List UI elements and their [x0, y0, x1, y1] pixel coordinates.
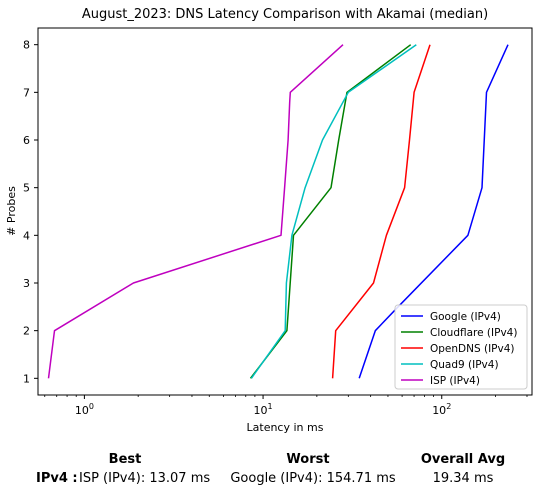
legend-label: ISP (IPv4) [430, 375, 480, 387]
x-tick-base: 10 [432, 404, 446, 417]
legend-box [394, 304, 528, 390]
x-tick-base: 10 [75, 404, 89, 417]
avg-value: 19.34 ms [432, 471, 494, 486]
best-header: Best [108, 452, 142, 467]
series-line-google-ipv4 [358, 44, 509, 379]
y-tick-label: 5 [23, 182, 30, 195]
chart-title: August_2023: DNS Latency Comparison with… [82, 7, 488, 22]
worst-header: Worst [286, 452, 330, 467]
y-axis: 1 2 3 4 5 6 7 8 [23, 39, 38, 385]
x-tick-exponent: 0 [89, 402, 94, 411]
worst-value: Google (IPv4): 154.71 ms [230, 471, 396, 486]
series-line-cloudflare-ipv4 [249, 44, 412, 379]
legend: Google (IPv4) Cloudflare (IPv4) OpenDNS (I… [394, 304, 528, 390]
y-tick-label: 1 [23, 372, 30, 385]
y-tick-label: 7 [23, 86, 30, 99]
avg-header: Overall Avg [420, 452, 506, 467]
x-tick-base: 10 [254, 404, 268, 417]
y-tick-label: 4 [23, 229, 30, 242]
y-axis-label: # Probes [5, 186, 18, 236]
series-line-opendns-ipv4 [331, 44, 431, 379]
y-tick-label: 3 [23, 277, 30, 290]
row-label: IPv4 : [36, 471, 78, 486]
legend-label: Quad9 (IPv4) [430, 359, 499, 371]
series-layer [47, 44, 509, 379]
legend-label: OpenDNS (IPv4) [430, 343, 515, 355]
series-line-isp-ipv4 [47, 44, 344, 379]
x-tick-label: 100 [75, 402, 94, 417]
x-tick-label: 101 [254, 402, 273, 417]
legend-label: Google (IPv4) [430, 311, 501, 323]
x-tick-exponent: 1 [268, 402, 273, 411]
latency-chart: August_2023: DNS Latency Comparison with… [5, 7, 533, 434]
x-axis: 100 101 102 [44, 395, 528, 417]
legend-label: Cloudflare (IPv4) [430, 327, 517, 339]
y-tick-label: 2 [23, 325, 30, 338]
summary-table: Best Worst Overall Avg IPv4 : ISP (IPv4)… [0, 448, 541, 496]
plot-area [37, 27, 533, 396]
x-tick-exponent: 2 [446, 402, 451, 411]
x-axis-label: Latency in ms [247, 421, 324, 434]
best-value: ISP (IPv4): 13.07 ms [79, 471, 211, 486]
y-tick-label: 8 [23, 39, 30, 52]
x-tick-label: 102 [432, 402, 451, 417]
series-line-quad9-ipv4 [250, 44, 417, 379]
y-tick-label: 6 [23, 134, 30, 147]
